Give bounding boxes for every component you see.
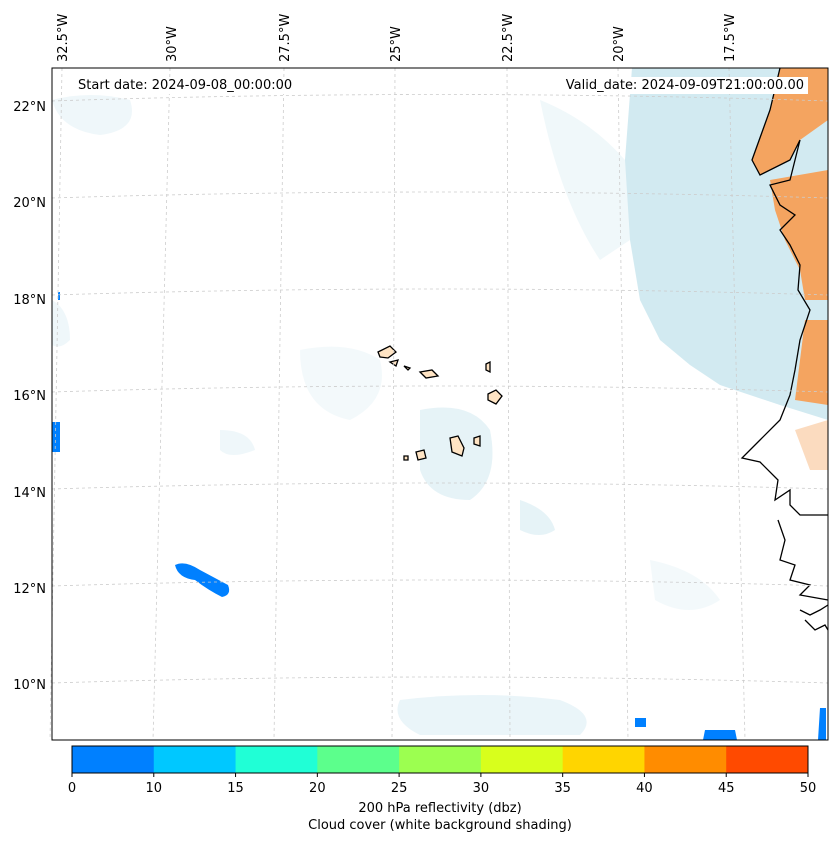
lat-label: 14°N xyxy=(13,486,46,501)
colorbar-segment xyxy=(153,746,237,773)
lon-label: 30°W xyxy=(165,26,180,62)
reflectivity-layer xyxy=(52,292,826,740)
lat-label: 22°N xyxy=(13,100,46,115)
lon-label: 32.5°W xyxy=(56,14,71,62)
colorbar-label: 200 hPa reflectivity (dbz) xyxy=(358,801,522,816)
lat-label: 16°N xyxy=(13,389,46,404)
map-frame xyxy=(51,67,829,741)
colorbar-tick-label: 50 xyxy=(799,781,817,796)
lon-label: 17.5°W xyxy=(723,14,738,62)
colorbar-segment xyxy=(726,746,809,773)
lon-tick-labels: 32.5°W 30°W 27.5°W 25°W 22.5°W 20°W 17.5… xyxy=(56,14,738,62)
colorbar-segment xyxy=(562,746,645,773)
colorbar xyxy=(71,745,809,777)
colorbar-tick-label: 30 xyxy=(472,781,490,796)
lat-tick-labels: 22°N 20°N 18°N 16°N 14°N 12°N 10°N xyxy=(13,100,46,693)
cape-verde-islands xyxy=(377,345,503,461)
colorbar-segment xyxy=(399,746,482,773)
lat-label: 12°N xyxy=(13,582,46,597)
colorbar-tick-label: 45 xyxy=(717,781,735,796)
colorbar-segment xyxy=(480,746,564,773)
lon-label: 22.5°W xyxy=(501,14,516,62)
lon-label: 20°W xyxy=(612,26,627,62)
lon-label: 27.5°W xyxy=(278,14,293,62)
lat-label: 18°N xyxy=(13,293,46,308)
africa-coastline xyxy=(740,67,829,631)
lat-label: 10°N xyxy=(13,678,46,693)
colorbar-tick-label: 15 xyxy=(227,781,244,796)
colorbar-segment xyxy=(317,746,400,773)
land-layer xyxy=(752,68,828,470)
colorbar-segment xyxy=(72,746,155,773)
colorbar-tick-label: 20 xyxy=(309,781,326,796)
colorbar-tick-label: 0 xyxy=(67,781,77,796)
lon-label: 25°W xyxy=(389,26,404,62)
lat-label: 20°N xyxy=(13,196,46,211)
colorbar-sublabel: Cloud cover (white background shading) xyxy=(308,818,572,833)
colorbar-tick-label: 25 xyxy=(390,781,408,796)
colorbar-tick-label: 10 xyxy=(145,781,163,796)
start-date-label: Start date: 2024-09-08_00:00:00 xyxy=(74,77,297,94)
colorbar-segment xyxy=(644,746,727,773)
valid-date-label: Valid_date: 2024-09-09T21:00:00.00 xyxy=(561,77,808,94)
colorbar-tick-label: 40 xyxy=(636,781,653,796)
graticule xyxy=(49,67,829,741)
colorbar-segment xyxy=(235,746,318,773)
colorbar-tick-label: 35 xyxy=(554,781,571,796)
colorbar-frame xyxy=(71,745,809,774)
